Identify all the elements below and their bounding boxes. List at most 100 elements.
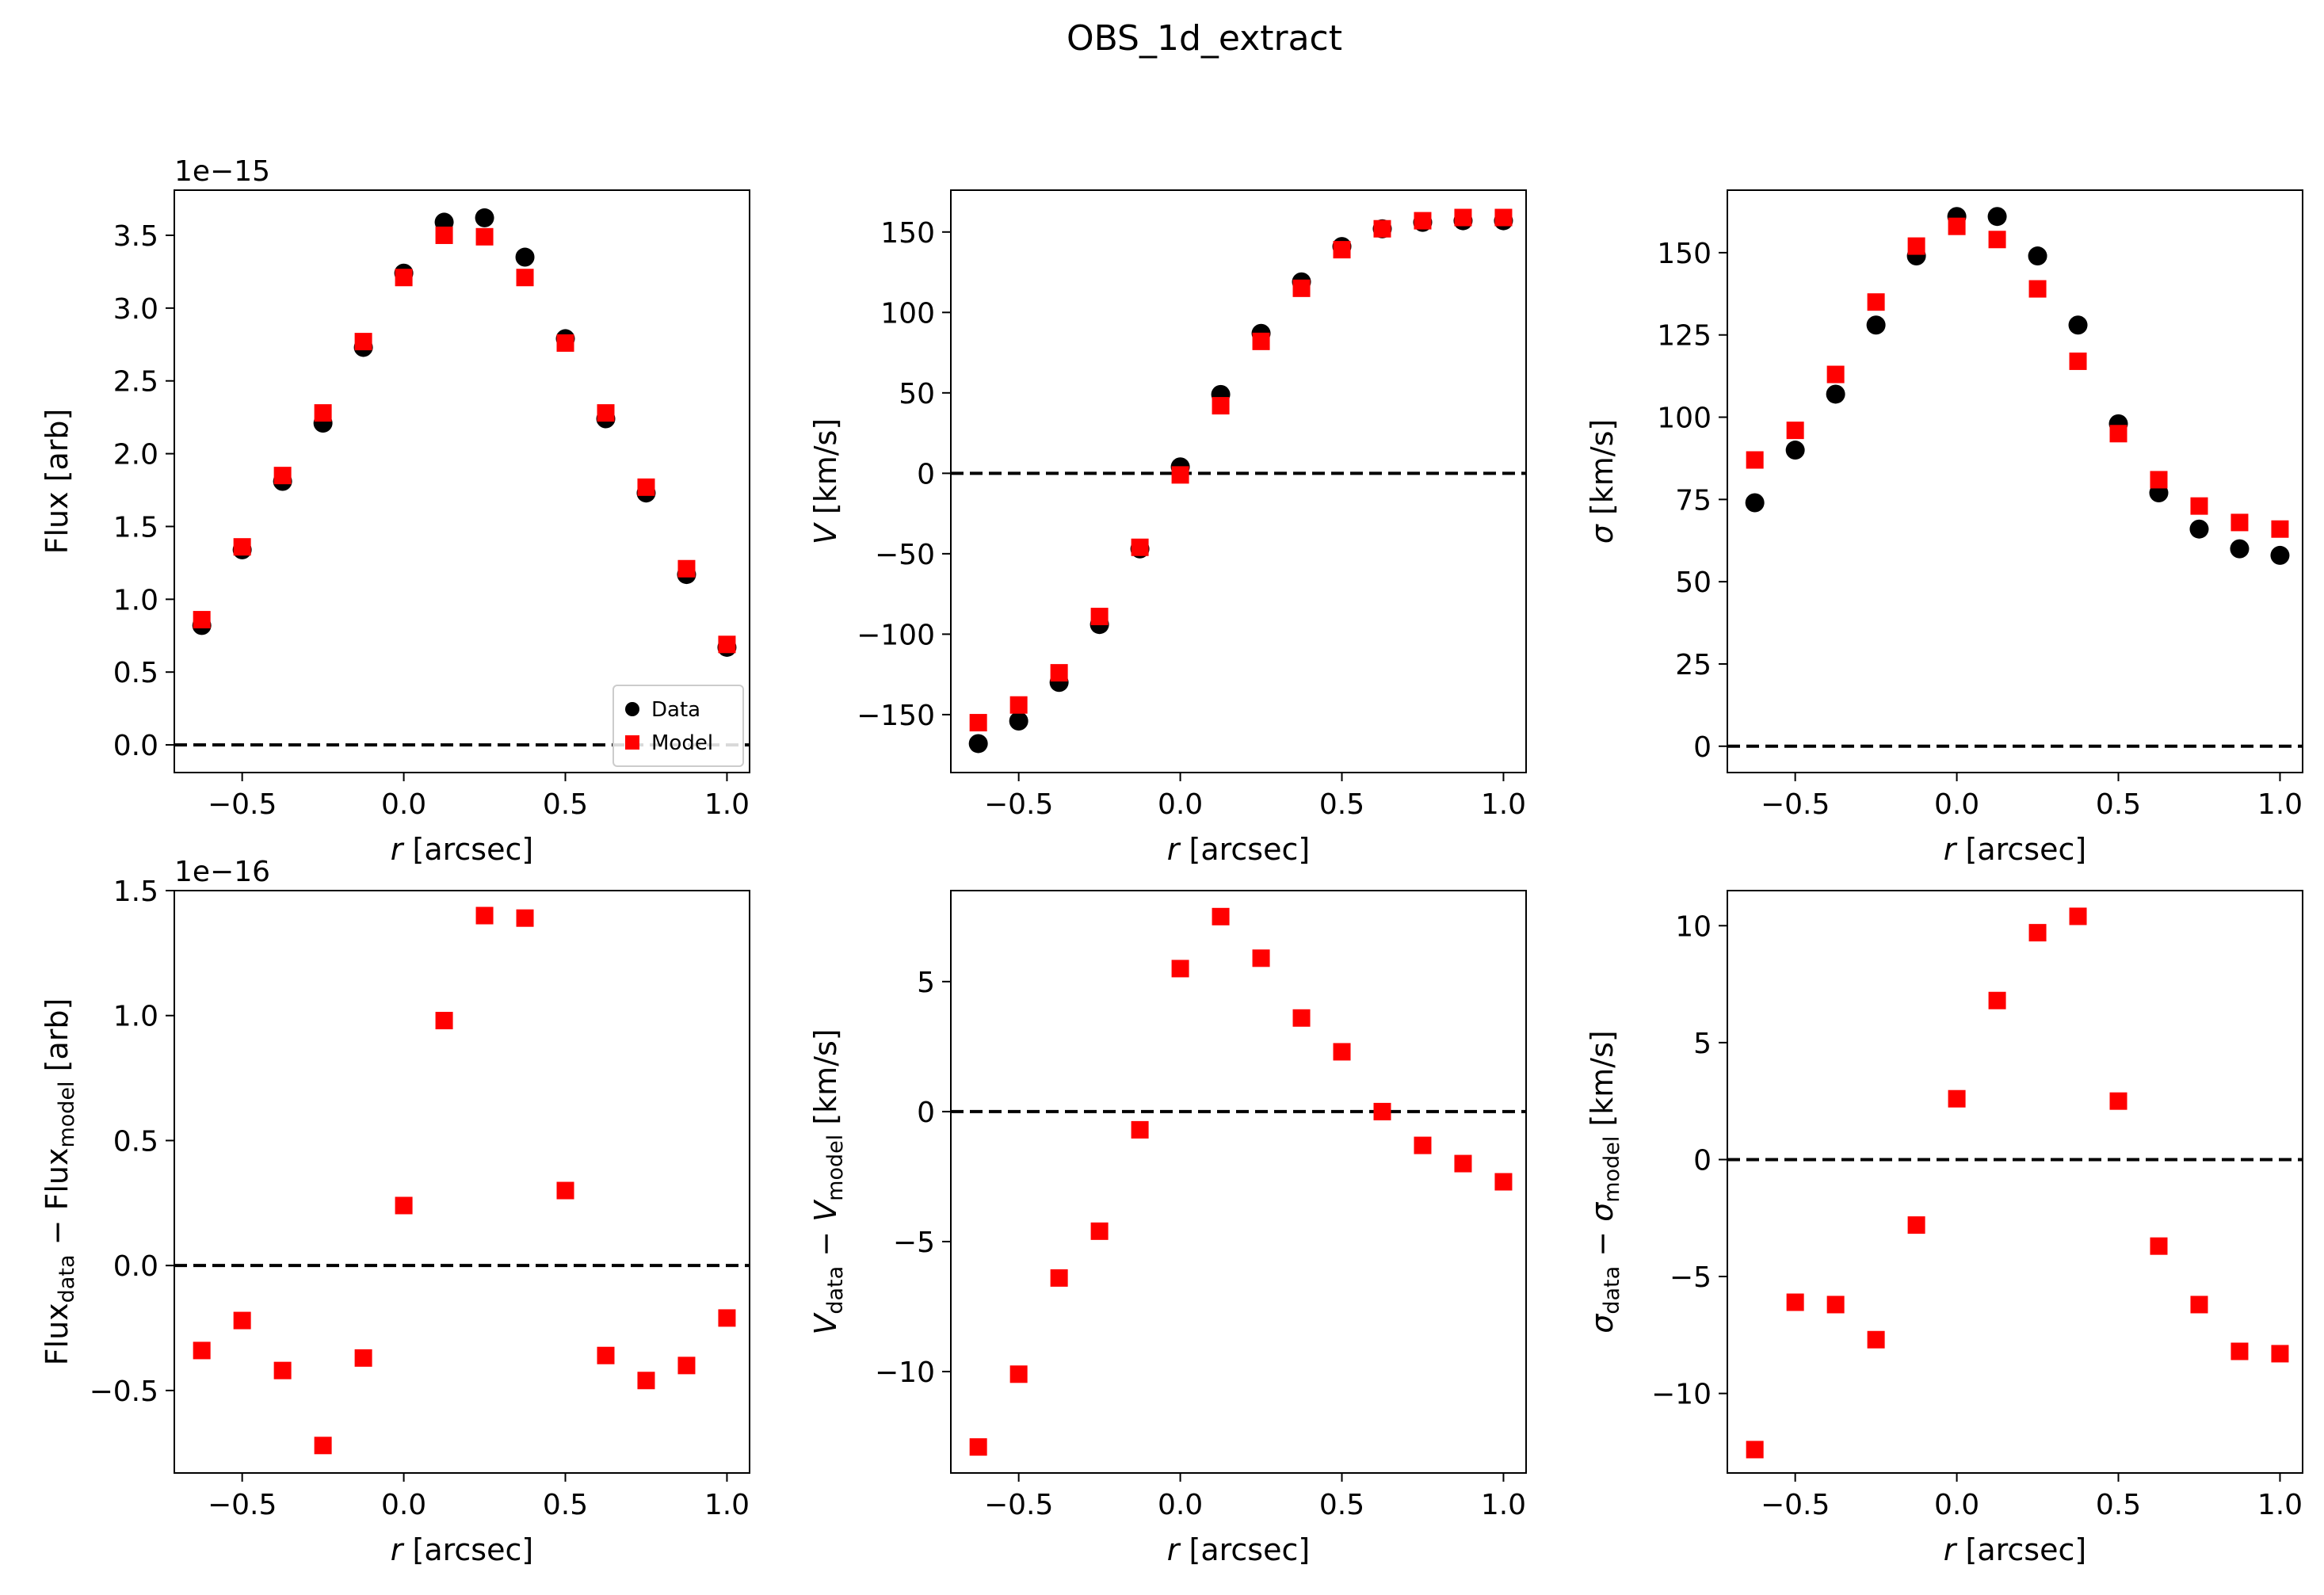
y-tick-label: 0 (917, 1097, 935, 1129)
legend-box (612, 685, 744, 767)
y-tick-label: 3.5 (113, 220, 158, 253)
model-point (233, 1311, 251, 1330)
model-point (2150, 471, 2168, 489)
model-point (1131, 1120, 1149, 1139)
model-point (1746, 451, 1764, 469)
x-axis-label: r [arcsec] (391, 832, 533, 867)
y-tick-label: 125 (1657, 320, 1712, 353)
legend: Data Model (612, 685, 744, 767)
model-point (233, 538, 251, 556)
model-point (1131, 538, 1149, 556)
model-point (1333, 1043, 1351, 1061)
panel-velocity: −0.5 0.0 0.5 1.0 −150 −100 −50 0 50 100 150 r [arcs… (808, 189, 1527, 867)
data-point (2270, 545, 2290, 565)
model-point (475, 906, 494, 925)
y-tick-label: 1.5 (113, 511, 158, 544)
x-tick-label: 1.0 (704, 788, 750, 821)
x-tick-label: 0.5 (2096, 788, 2141, 821)
x-tick-label: 0.5 (543, 1489, 588, 1521)
model-point (1252, 949, 1270, 967)
data-point (968, 734, 988, 754)
model-point (193, 611, 211, 629)
axes-frame (174, 890, 750, 1474)
data-point (2189, 519, 2209, 539)
data-point (1745, 493, 1765, 513)
model-point (1373, 219, 1391, 238)
axes-frame (950, 890, 1527, 1474)
x-tick-label: −0.5 (984, 1489, 1053, 1521)
x-tick-label: 0.0 (381, 1489, 426, 1521)
model-point (1212, 397, 1230, 415)
x-axis-label: r [arcsec] (1167, 832, 1310, 867)
model-point (1090, 1222, 1109, 1240)
model-point (1373, 1102, 1391, 1120)
y-axis-label: σ [km/s] (1585, 419, 1620, 544)
data-point (1987, 207, 2007, 227)
model-point (314, 1437, 332, 1455)
model-point (969, 714, 987, 732)
data-point (2028, 246, 2047, 266)
model-point (2271, 520, 2289, 538)
y-tick-label: 3.0 (113, 293, 158, 326)
model-point (1948, 217, 1966, 235)
model-point (2271, 1345, 2289, 1363)
y-tick-label: 0.0 (113, 730, 158, 762)
model-point (556, 1181, 574, 1200)
x-tick-label: 1.0 (1481, 1489, 1526, 1521)
model-point (435, 1012, 453, 1030)
y-tick-label: 100 (1657, 403, 1712, 435)
y-tick-label: 25 (1675, 649, 1712, 681)
model-point (1212, 907, 1230, 925)
y-tick-label: −50 (875, 539, 935, 571)
y-tick-label: 0.5 (113, 657, 158, 689)
model-point (2109, 1092, 2127, 1110)
axes-frame (950, 189, 1527, 773)
data-point (2230, 539, 2250, 559)
y-tick-label: −150 (857, 700, 935, 732)
model-point (1988, 991, 2006, 1009)
x-tick-label: −0.5 (1761, 788, 1830, 821)
model-point (354, 1349, 372, 1367)
y-tick-label: 5 (917, 967, 935, 999)
x-tick-label: 1.0 (2257, 1489, 2303, 1521)
model-point (1454, 1154, 1472, 1173)
x-tick-label: 0.5 (2096, 1489, 2141, 1521)
y-tick-label: 150 (1657, 238, 1712, 270)
panel-dispersion-residual: −0.5 0.0 0.5 1.0 −10 −5 0 5 10 r [arcsec] σdata − … (1585, 890, 2303, 1567)
y-tick-label: 150 (880, 217, 935, 250)
y-tick-label: 0 (1693, 731, 1712, 764)
model-point (1009, 696, 1028, 714)
model-point (516, 909, 534, 927)
model-point (1746, 1440, 1764, 1459)
model-point (516, 269, 534, 287)
x-tick-label: 0.0 (1158, 1489, 1203, 1521)
axes-frame (1727, 189, 2303, 773)
x-axis-label: r [arcsec] (1944, 1532, 2086, 1567)
x-tick-label: 1.0 (1481, 788, 1526, 821)
model-point (718, 1309, 736, 1327)
model-point (475, 227, 494, 246)
x-axis-label: r [arcsec] (1944, 832, 2086, 867)
legend-label: Model (651, 731, 713, 755)
y-tick-label: 50 (899, 378, 935, 410)
y-axis-label: Flux [arb] (40, 409, 74, 555)
data-point (515, 247, 535, 267)
data-point (1009, 712, 1028, 731)
y-tick-label: 10 (1675, 910, 1712, 943)
y-tick-label: 2.5 (113, 366, 158, 399)
y-tick-label: 1.0 (113, 584, 158, 616)
model-point (2069, 907, 2087, 925)
y-tick-label: 0.0 (113, 1250, 158, 1283)
model-point (2231, 513, 2249, 532)
series-model (969, 208, 1513, 732)
axis-offset-label: 1e−16 (174, 856, 270, 888)
model-point (2190, 497, 2208, 515)
model-point (395, 1196, 413, 1215)
y-axis-label: Fluxdata − Fluxmodel [arb] (40, 998, 79, 1366)
x-tick-label: 1.0 (704, 1489, 750, 1521)
figure-title: OBS_1d_extract (1067, 18, 1342, 59)
x-axis-label: r [arcsec] (391, 1532, 533, 1567)
y-axis-label: σdata − σmodel [km/s] (1585, 1030, 1624, 1333)
data-point (1826, 384, 1845, 404)
